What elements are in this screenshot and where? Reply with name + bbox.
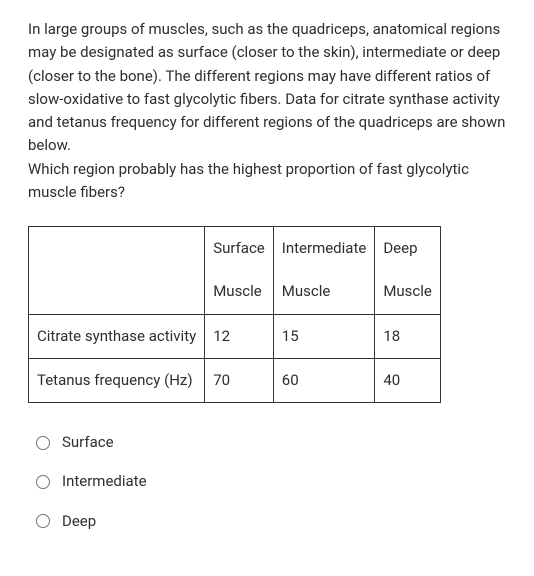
radio-deep[interactable] <box>36 514 50 528</box>
option-label: Deep <box>62 510 96 533</box>
table-header-blank <box>29 227 205 315</box>
table-header-row: Surface Intermediate Deep <box>29 227 441 271</box>
cell: 18 <box>375 314 441 358</box>
table-header-surface-top: Surface <box>205 227 274 271</box>
question-paragraph-2: Which region probably has the highest pr… <box>28 160 469 201</box>
option-label: Intermediate <box>62 470 147 493</box>
data-table: Surface Intermediate Deep Muscle Muscle … <box>28 226 441 403</box>
radio-intermediate[interactable] <box>36 475 50 489</box>
question-text: In large groups of muscles, such as the … <box>28 18 506 204</box>
cell: 15 <box>273 314 375 358</box>
table-header-intermediate-bot: Muscle <box>273 270 375 314</box>
option-surface[interactable]: Surface <box>36 431 506 454</box>
option-label: Surface <box>62 431 114 454</box>
options-group: Surface Intermediate Deep <box>28 431 506 533</box>
radio-surface[interactable] <box>36 436 50 450</box>
row-label: Tetanus frequency (Hz) <box>29 358 205 402</box>
cell: 70 <box>205 358 274 402</box>
cell: 12 <box>205 314 274 358</box>
cell: 60 <box>273 358 375 402</box>
table-row: Tetanus frequency (Hz) 70 60 40 <box>29 358 441 402</box>
table-header-deep-top: Deep <box>375 227 441 271</box>
cell: 40 <box>375 358 441 402</box>
option-deep[interactable]: Deep <box>36 510 506 533</box>
table-header-deep-bot: Muscle <box>375 270 441 314</box>
row-label: Citrate synthase activity <box>29 314 205 358</box>
question-paragraph-1: In large groups of muscles, such as the … <box>28 20 505 154</box>
table-header-intermediate-top: Intermediate <box>273 227 375 271</box>
table-row: Citrate synthase activity 12 15 18 <box>29 314 441 358</box>
table-header-surface-bot: Muscle <box>205 270 274 314</box>
option-intermediate[interactable]: Intermediate <box>36 470 506 493</box>
